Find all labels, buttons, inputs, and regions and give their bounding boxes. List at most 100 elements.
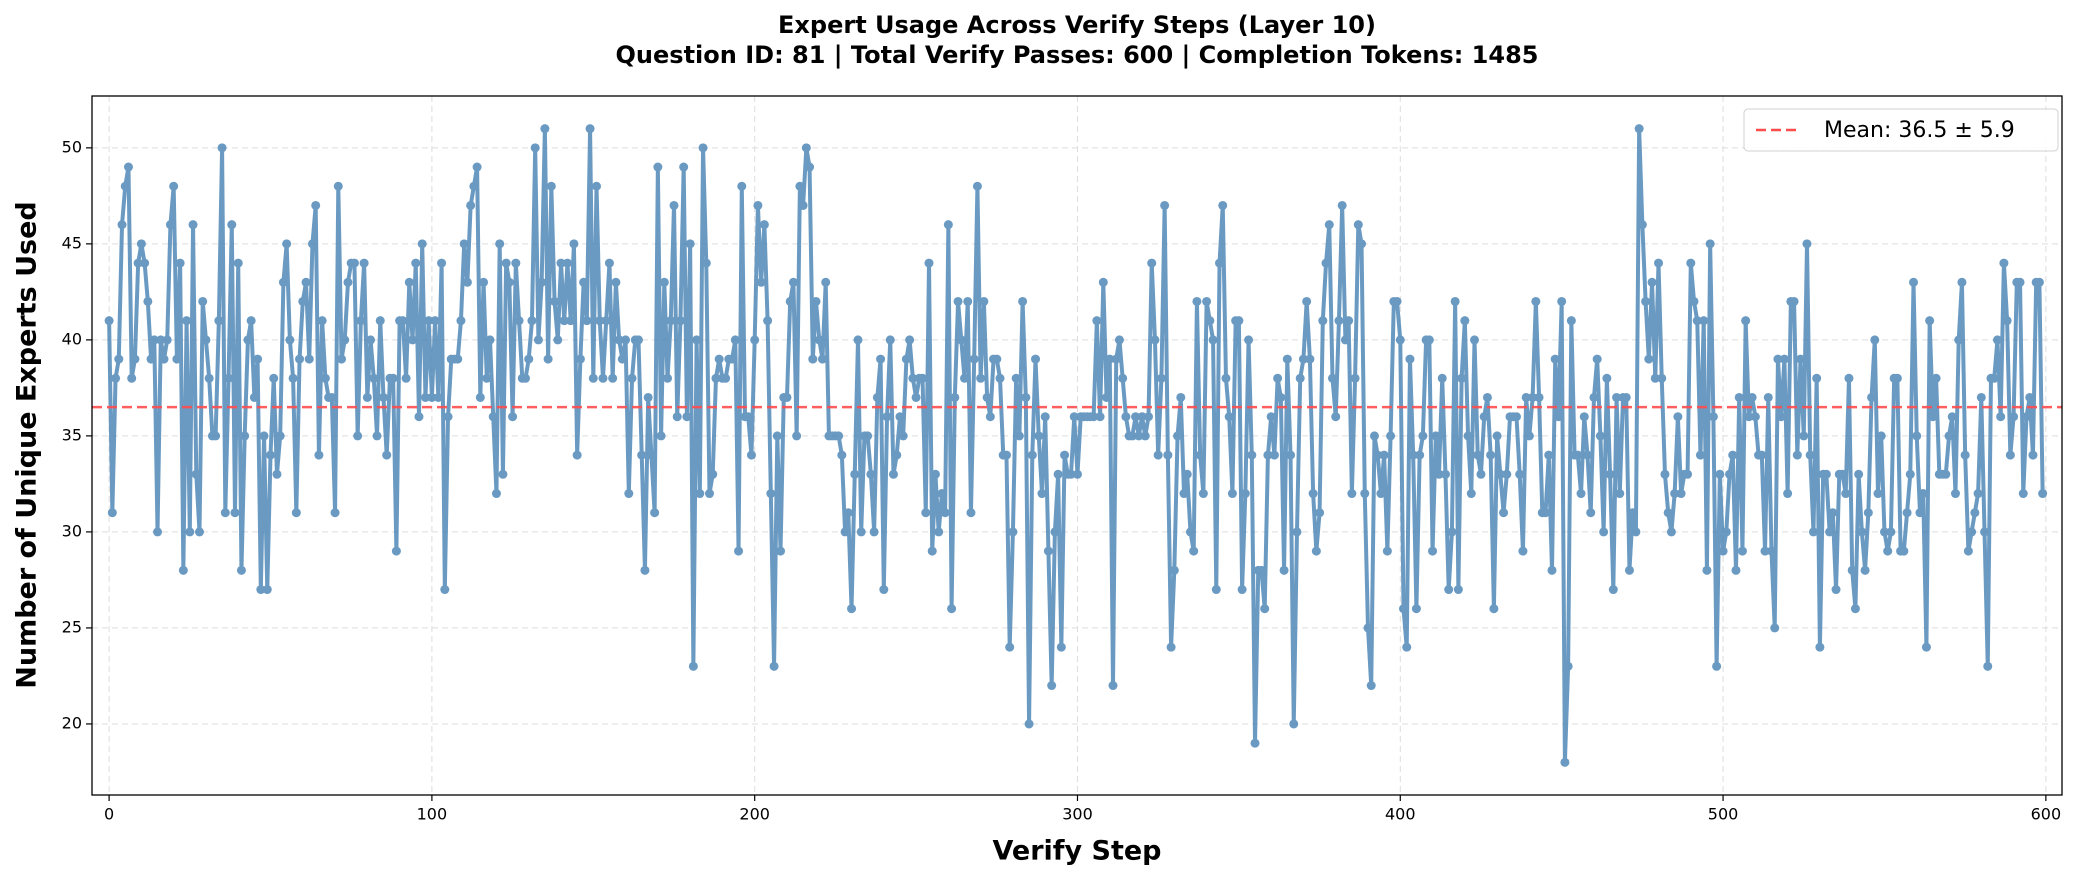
data-point (249, 392, 259, 402)
data-point (1792, 450, 1802, 460)
data-point (624, 489, 634, 499)
data-point (918, 373, 928, 383)
data-point (1495, 469, 1505, 479)
data-point (1783, 489, 1793, 499)
data-point (1282, 354, 1292, 364)
data-point (1838, 469, 1848, 479)
data-point (960, 373, 970, 383)
data-point (111, 373, 121, 383)
data-point (343, 277, 353, 287)
y-tick-label: 40 (62, 329, 82, 348)
data-point (1737, 546, 1747, 556)
data-point (2034, 277, 2044, 287)
data-point (275, 431, 285, 441)
data-point (1957, 277, 1967, 287)
data-point (1008, 527, 1018, 537)
data-point (743, 412, 753, 422)
data-point (1892, 373, 1902, 383)
data-point (850, 469, 860, 479)
data-point (1902, 508, 1912, 518)
data-point (1947, 412, 1957, 422)
data-point (727, 354, 737, 364)
data-point (498, 469, 508, 479)
plot-frame (91, 95, 2063, 796)
data-point (414, 412, 424, 422)
data-point (792, 431, 802, 441)
data-point (1899, 546, 1909, 556)
data-point (1731, 565, 1741, 575)
data-point (1453, 585, 1463, 595)
data-point (1405, 354, 1415, 364)
data-point (795, 181, 805, 191)
data-point (1179, 489, 1189, 499)
data-point (1072, 469, 1082, 479)
data-point (1360, 489, 1370, 499)
data-point (746, 450, 756, 460)
data-point (1670, 489, 1680, 499)
data-point (1031, 354, 1041, 364)
data-point (1647, 277, 1657, 287)
data-point (130, 354, 140, 364)
data-point (1624, 565, 1634, 575)
data-point (233, 258, 243, 268)
data-point (1211, 585, 1221, 595)
data-point (1037, 489, 1047, 499)
data-point (1166, 642, 1176, 652)
data-point (627, 373, 637, 383)
data-point (204, 373, 214, 383)
data-point (340, 335, 350, 345)
data-point (1192, 296, 1202, 306)
data-point (333, 181, 343, 191)
legend-box (1743, 108, 2059, 152)
data-point (1847, 565, 1857, 575)
data-point (1621, 392, 1631, 402)
data-point (1983, 661, 1993, 671)
data-point (901, 354, 911, 364)
data-point (1043, 546, 1053, 556)
data-point (759, 220, 769, 230)
data-point (1828, 508, 1838, 518)
data-point (527, 316, 537, 326)
chart-subtitle: Question ID: 81 | Total Verify Passes: 6… (616, 41, 1539, 69)
data-point (695, 489, 705, 499)
data-point (679, 162, 689, 172)
data-point (643, 392, 653, 402)
data-point (1399, 604, 1409, 614)
data-point (579, 277, 589, 287)
data-point (1799, 431, 1809, 441)
data-point (1098, 277, 1108, 287)
data-point (501, 258, 511, 268)
data-point (1654, 258, 1664, 268)
data-point (533, 335, 543, 345)
data-point (427, 392, 437, 402)
y-tick-label: 50 (62, 137, 82, 156)
data-point (443, 412, 453, 422)
data-point (575, 354, 585, 364)
data-point (1741, 316, 1751, 326)
data-point (1102, 392, 1112, 402)
data-point (159, 354, 169, 364)
data-point (327, 392, 337, 402)
data-point (1140, 431, 1150, 441)
data-point (140, 258, 150, 268)
data-point (1395, 335, 1405, 345)
data-point (872, 392, 882, 402)
data-point (1450, 296, 1460, 306)
data-point (1699, 316, 1709, 326)
data-point (1418, 431, 1428, 441)
data-point (256, 585, 266, 595)
data-point (1708, 412, 1718, 422)
data-point (1808, 527, 1818, 537)
data-point (253, 354, 263, 364)
data-point (566, 316, 576, 326)
data-point (1541, 508, 1551, 518)
data-point (382, 450, 392, 460)
data-point (1027, 450, 1037, 460)
data-point (1011, 373, 1021, 383)
data-point (433, 392, 443, 402)
data-point (1489, 604, 1499, 614)
data-point (1812, 373, 1822, 383)
data-point (1473, 450, 1483, 460)
y-axis-label: Number of Unique Experts Used (12, 201, 43, 689)
data-point (734, 546, 744, 556)
